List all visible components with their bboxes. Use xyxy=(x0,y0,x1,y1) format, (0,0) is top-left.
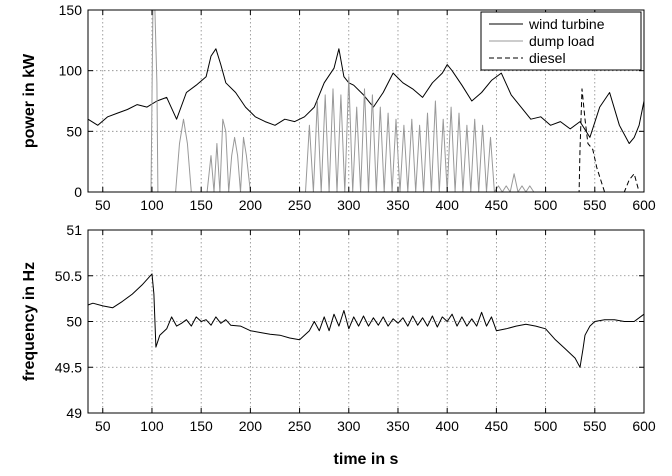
power-y-tick-label: 100 xyxy=(59,63,83,79)
frequency-x-tick-label: 500 xyxy=(534,418,558,434)
power-y-axis-label: power in kW xyxy=(21,53,38,148)
power-series-line-1 xyxy=(88,9,644,193)
frequency-x-tick-label: 50 xyxy=(95,418,111,434)
frequency-x-tick-label: 550 xyxy=(583,418,607,434)
frequency-y-axis-label: frequency in Hz xyxy=(21,262,38,381)
frequency-y-tick-label: 51 xyxy=(66,222,82,238)
frequency-x-tick-label: 100 xyxy=(140,418,164,434)
frequency-panel: 50 100 150 200 250 300 350 400 450 500 550 600 49 49.… xyxy=(55,222,656,434)
frequency-x-tick-label: 200 xyxy=(239,418,263,434)
power-x-tick-label: 150 xyxy=(189,197,213,213)
power-x-tick-label: 50 xyxy=(95,197,111,213)
x-axis-label: time in s xyxy=(334,451,399,468)
frequency-series-line-0 xyxy=(87,273,645,368)
power-x-tick-label: 350 xyxy=(386,197,410,213)
power-x-tick-label: 400 xyxy=(436,197,460,213)
power-series-line-0 xyxy=(87,48,645,144)
frequency-x-tick-label: 400 xyxy=(436,418,460,434)
frequency-x-tick-label: 300 xyxy=(337,418,361,434)
power-y-tick-label: 150 xyxy=(59,2,83,18)
power-axes-frame xyxy=(87,9,645,193)
power-y-tick-label: 0 xyxy=(74,184,82,200)
frequency-y-tick-label: 49 xyxy=(66,405,82,421)
power-x-tick-label: 250 xyxy=(288,197,312,213)
power-x-tick-label: 500 xyxy=(534,197,558,213)
legend-label-0: wind turbine xyxy=(528,16,605,32)
frequency-x-tick-label: 600 xyxy=(632,418,656,434)
frequency-x-tick-label: 350 xyxy=(386,418,410,434)
power-x-tick-label: 600 xyxy=(632,197,656,213)
frequency-y-tick-label: 50.5 xyxy=(55,268,82,284)
frequency-y-tick-label: 49.5 xyxy=(55,359,82,375)
frequency-x-tick-label: 150 xyxy=(189,418,213,434)
frequency-x-tick-label: 450 xyxy=(485,418,509,434)
power-x-tick-label: 550 xyxy=(583,197,607,213)
legend-label-1: dump load xyxy=(529,33,594,49)
power-x-tick-label: 300 xyxy=(337,197,361,213)
power-x-tick-label: 450 xyxy=(485,197,509,213)
power-y-tick-label: 50 xyxy=(66,123,82,139)
power-panel: 50 100 150 200 250 300 350 400 450 500 550 600 0 50 10… xyxy=(59,2,656,213)
power-series-line-2 xyxy=(88,88,644,193)
frequency-y-tick-label: 50 xyxy=(66,314,82,330)
power-x-tick-label: 100 xyxy=(140,197,164,213)
frequency-x-tick-label: 250 xyxy=(288,418,312,434)
power-x-tick-label: 200 xyxy=(239,197,263,213)
legend-label-2: diesel xyxy=(529,50,566,66)
